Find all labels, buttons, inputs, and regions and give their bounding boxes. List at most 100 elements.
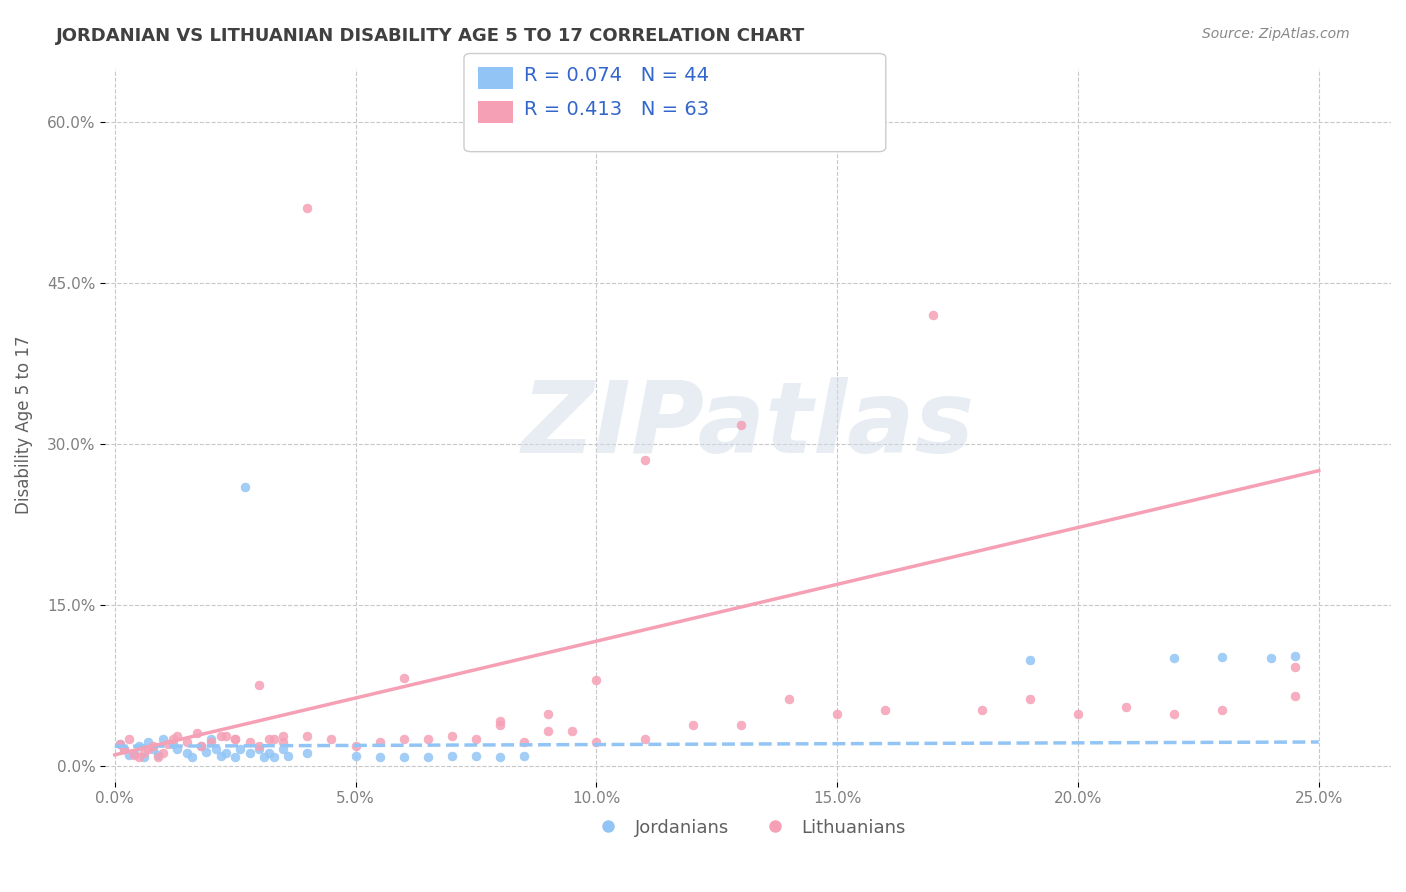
Point [209,729,232,743]
Point [277,748,299,763]
Point [537,707,560,722]
Point [633,731,655,746]
Point [146,750,169,764]
Point [166,742,188,756]
Legend: Jordanians, Lithuanians: Jordanians, Lithuanians [583,812,914,844]
Point [465,731,488,746]
Point [368,735,391,749]
Point [1260,651,1282,665]
Point [214,729,236,743]
Point [392,750,415,764]
Point [112,742,135,756]
Point [1284,649,1306,664]
Point [1163,707,1185,722]
Point [392,671,415,685]
Point [1018,653,1040,667]
Point [214,746,236,760]
Point [200,731,222,746]
Point [224,731,246,746]
Point [247,742,270,756]
Text: R = 0.074   N = 44: R = 0.074 N = 44 [524,66,710,86]
Point [142,739,165,754]
Point [416,750,439,764]
Point [195,745,218,759]
Point [190,739,212,754]
Point [108,737,131,751]
Point [585,673,607,687]
Point [585,735,607,749]
Point [682,718,704,732]
Point [132,750,155,764]
Text: Source: ZipAtlas.com: Source: ZipAtlas.com [1202,27,1350,41]
Point [162,737,184,751]
Point [489,714,512,728]
Point [297,201,319,215]
Point [146,747,169,762]
Point [875,703,897,717]
Point [416,731,439,746]
Point [209,748,232,763]
Point [152,746,174,760]
Point [344,739,367,754]
Point [440,729,463,743]
Point [465,748,488,763]
Point [489,750,512,764]
Point [128,739,150,754]
Point [152,731,174,746]
Point [513,748,536,763]
Point [633,453,655,467]
Point [138,735,160,749]
Point [1018,692,1040,706]
Point [537,724,560,739]
Point [489,718,512,732]
Point [561,724,583,739]
Point [176,735,198,749]
Point [271,729,294,743]
Point [253,750,276,764]
Text: ZIPatlas: ZIPatlas [522,376,974,474]
Point [128,750,150,764]
Point [263,731,285,746]
Point [1211,703,1233,717]
Point [112,742,135,756]
Point [1211,650,1233,665]
Text: R = 0.413   N = 63: R = 0.413 N = 63 [524,100,710,120]
Point [108,737,131,751]
Point [368,750,391,764]
Point [142,742,165,756]
Text: JORDANIAN VS LITHUANIAN DISABILITY AGE 5 TO 17 CORRELATION CHART: JORDANIAN VS LITHUANIAN DISABILITY AGE 5… [56,27,806,45]
Point [166,729,188,743]
Point [200,735,222,749]
Point [229,742,252,756]
Point [513,735,536,749]
Point [180,750,202,764]
Point [271,742,294,756]
Point [118,731,141,746]
Point [205,742,228,756]
Point [162,731,184,746]
Point [239,735,262,749]
Point [263,750,285,764]
Point [297,729,319,743]
Point [321,731,343,746]
Point [190,739,212,754]
Point [224,731,246,746]
Point [122,746,145,760]
Point [156,737,179,751]
Point [257,746,280,760]
Point [730,417,752,432]
Point [257,731,280,746]
Point [1284,660,1306,674]
Point [1284,689,1306,703]
Point [440,748,463,763]
Point [138,742,160,756]
Point [344,748,367,763]
Point [233,480,256,494]
Point [1163,651,1185,665]
Point [224,750,246,764]
Point [297,746,319,760]
Point [122,747,145,762]
Point [271,735,294,749]
Point [118,747,141,762]
Point [132,746,155,760]
